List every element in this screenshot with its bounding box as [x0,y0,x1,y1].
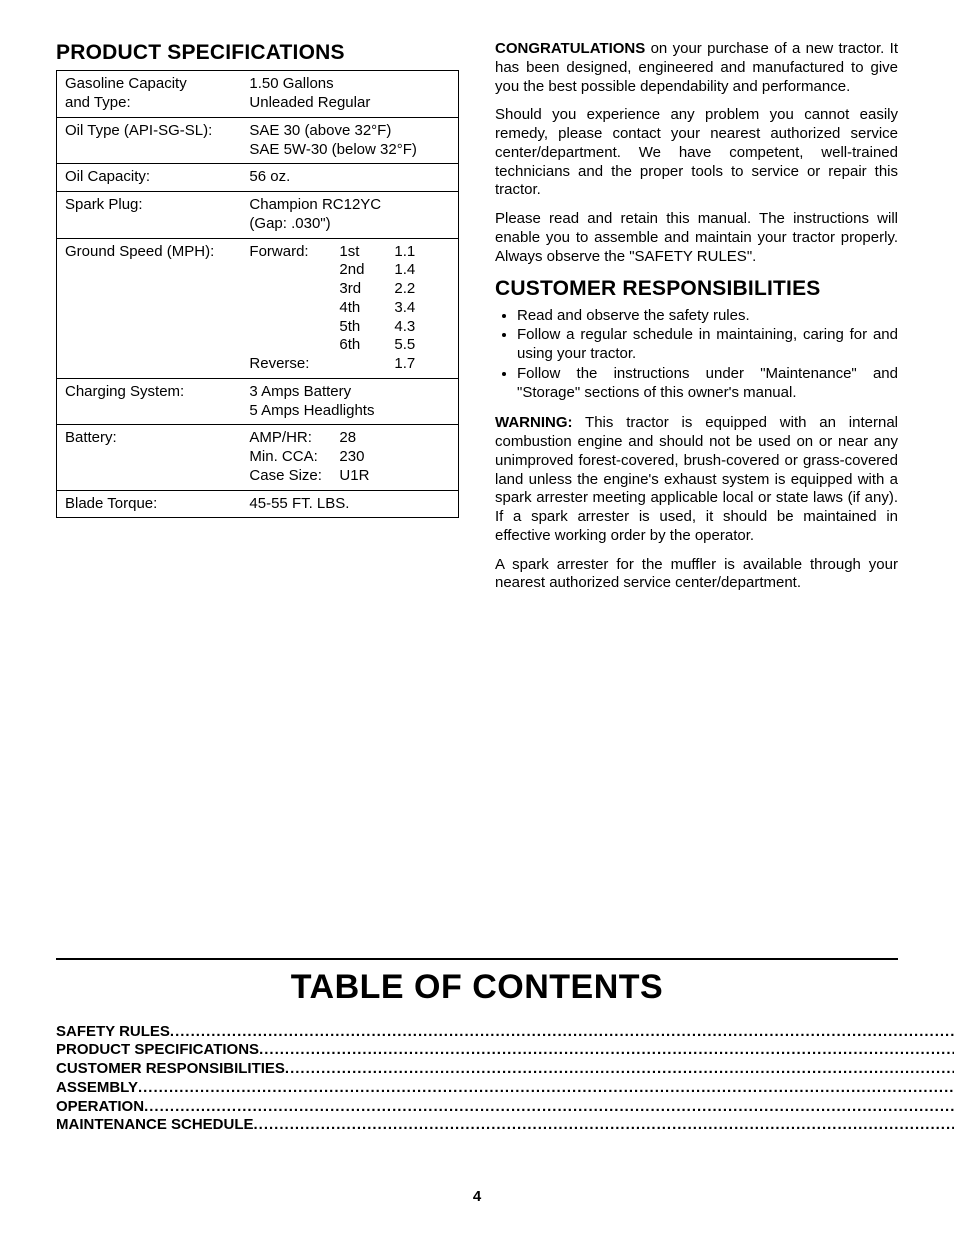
table-row: Battery: AMP/HR: 28 Min. CCA: 230 Case S… [57,425,459,490]
spec-table: Gasoline Capacity and Type: 1.50 Gallons… [56,70,459,518]
congrats-paragraph: CONGRATULATIONS on your purchase of a ne… [495,40,898,96]
toc-dots: ........................................… [259,1041,954,1060]
table-row: Oil Type (API-SG-SL): SAE 30 (above 32°F… [57,117,459,164]
battery-val: 230 [339,448,364,467]
toc-dots: ........................................… [144,1098,954,1117]
table-row: Blade Torque: 45-55 FT. LBS. [57,490,459,518]
congrats-bold: CONGRATULATIONS [495,40,645,57]
toc-dots: ........................................… [285,1060,954,1079]
table-row: Spark Plug: Champion RC12YC (Gap: .030") [57,192,459,239]
table-of-contents: TABLE OF CONTENTS SAFETY RULES .........… [56,958,898,1135]
table-row: Ground Speed (MPH): Forward: 1st 2nd 3rd… [57,238,459,378]
warning-paragraph: WARNING: This tractor is equipped with a… [495,414,898,545]
battery-key: Min. CCA: [249,448,339,467]
spec-value: Forward: 1st 2nd 3rd 4th 5th 6th 1.1 [241,238,458,378]
gear-names: 1st 2nd 3rd 4th 5th 6th [339,243,394,356]
gear-speeds: 1.1 1.4 2.2 3.4 4.3 5.5 [394,243,439,356]
spec-label: Charging System: [57,378,242,425]
battery-val: U1R [339,467,369,486]
gear: 5th [339,318,394,337]
forward-label: Forward: [249,243,339,356]
arrester-paragraph: A spark arrester for the muffler is avai… [495,556,898,594]
page-number: 4 [0,1188,954,1207]
two-column-layout: PRODUCT SPECIFICATIONS Gasoline Capacity… [56,40,898,603]
spec-label: Oil Type (API-SG-SL): [57,117,242,164]
spec-value: 3 Amps Battery 5 Amps Headlights [241,378,458,425]
table-row: Charging System: 3 Amps Battery 5 Amps H… [57,378,459,425]
speed: 4.3 [394,318,439,337]
toc-dots: ........................................… [254,1116,954,1135]
reverse-speed: 1.7 [394,355,439,374]
list-item: Follow a regular schedule in maintaining… [517,326,898,364]
spec-label: Gasoline Capacity and Type: [57,71,242,118]
gear: 6th [339,336,394,355]
toc-entry: CUSTOMER RESPONSIBILITIES ..............… [56,1060,954,1079]
gear: 3rd [339,280,394,299]
table-row: Gasoline Capacity and Type: 1.50 Gallons… [57,71,459,118]
toc-rule [56,958,898,960]
battery-key: Case Size: [249,467,339,486]
toc-label: MAINTENANCE SCHEDULE [56,1116,254,1135]
list-item: Follow the instructions under "Maintenan… [517,365,898,403]
customer-resp-heading: CUSTOMER RESPONSIBILITIES [495,276,898,302]
speed: 1.1 [394,243,439,262]
speed: 1.4 [394,261,439,280]
toc-entry: OPERATION ..............................… [56,1098,954,1117]
gear: 1st [339,243,394,262]
service-paragraph: Should you experience any problem you ca… [495,106,898,200]
spec-value: AMP/HR: 28 Min. CCA: 230 Case Size: U1R [241,425,458,490]
page: PRODUCT SPECIFICATIONS Gasoline Capacity… [0,0,954,1235]
spec-value: 1.50 Gallons Unleaded Regular [241,71,458,118]
toc-entry: SAFETY RULES ...........................… [56,1023,954,1042]
toc-entry: PRODUCT SPECIFICATIONS .................… [56,1041,954,1060]
toc-label: SAFETY RULES [56,1023,170,1042]
spec-label: Ground Speed (MPH): [57,238,242,378]
left-column: PRODUCT SPECIFICATIONS Gasoline Capacity… [56,40,459,603]
battery-key: AMP/HR: [249,429,339,448]
toc-title: TABLE OF CONTENTS [56,966,898,1009]
spec-label: Spark Plug: [57,192,242,239]
list-item: Read and observe the safety rules. [517,307,898,326]
speed: 5.5 [394,336,439,355]
toc-label: PRODUCT SPECIFICATIONS [56,1041,259,1060]
responsibilities-list: Read and observe the safety rules. Follo… [495,307,898,403]
spec-value: Champion RC12YC (Gap: .030") [241,192,458,239]
warning-text: This tractor is equipped with an interna… [495,414,898,544]
table-row: Oil Capacity: 56 oz. [57,164,459,192]
toc-dots: ........................................… [170,1023,954,1042]
right-column: CONGRATULATIONS on your purchase of a ne… [495,40,898,603]
gear: 4th [339,299,394,318]
warning-bold: WARNING: [495,414,573,431]
toc-label: OPERATION [56,1098,144,1117]
toc-label: CUSTOMER RESPONSIBILITIES [56,1060,285,1079]
spec-value: 45-55 FT. LBS. [241,490,458,518]
product-specs-heading: PRODUCT SPECIFICATIONS [56,40,459,66]
toc-entry: MAINTENANCE SCHEDULE ...................… [56,1116,954,1135]
toc-entry: ASSEMBLY ...............................… [56,1079,954,1098]
speed: 2.2 [394,280,439,299]
spec-label: Battery: [57,425,242,490]
toc-label: ASSEMBLY [56,1079,138,1098]
manual-paragraph: Please read and retain this manual. The … [495,210,898,266]
spec-label: Oil Capacity: [57,164,242,192]
battery-val: 28 [339,429,356,448]
spec-value: 56 oz. [241,164,458,192]
spec-value: SAE 30 (above 32°F) SAE 5W-30 (below 32°… [241,117,458,164]
toc-dots: ........................................… [138,1079,954,1098]
toc-left-col: SAFETY RULES ...........................… [56,1023,954,1136]
spec-label: Blade Torque: [57,490,242,518]
speed: 3.4 [394,299,439,318]
gear: 2nd [339,261,394,280]
reverse-label: Reverse: [249,355,339,374]
